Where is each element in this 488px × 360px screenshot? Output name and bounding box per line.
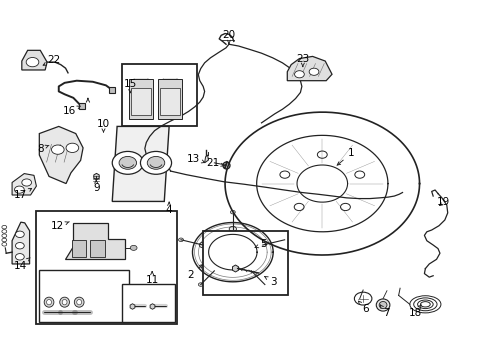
Ellipse shape [378, 301, 386, 309]
Circle shape [66, 143, 79, 153]
Circle shape [16, 253, 24, 260]
Text: 9: 9 [93, 180, 100, 193]
Ellipse shape [77, 300, 81, 305]
Circle shape [317, 151, 326, 158]
Circle shape [230, 210, 235, 214]
Ellipse shape [60, 297, 69, 307]
Bar [39, 270, 129, 322]
Circle shape [340, 203, 349, 211]
Circle shape [16, 243, 24, 249]
Text: 17: 17 [14, 188, 32, 200]
Text: 5: 5 [255, 239, 267, 249]
Polygon shape [12, 174, 36, 195]
Text: 7: 7 [379, 305, 389, 318]
Circle shape [140, 152, 171, 174]
Circle shape [198, 283, 203, 286]
Circle shape [308, 68, 318, 75]
Polygon shape [39, 126, 83, 184]
Circle shape [199, 242, 206, 248]
Circle shape [279, 171, 289, 178]
Text: 20: 20 [222, 30, 235, 44]
Text: 6: 6 [358, 301, 367, 314]
Circle shape [229, 226, 236, 232]
Circle shape [247, 244, 255, 250]
Text: 11: 11 [145, 272, 159, 285]
Text: 18: 18 [408, 305, 422, 318]
Text: 1: 1 [337, 148, 354, 165]
Circle shape [354, 171, 364, 178]
Bar [122, 284, 175, 322]
Text: 19: 19 [436, 197, 449, 207]
Text: 16: 16 [62, 106, 80, 116]
Text: 21: 21 [206, 158, 224, 168]
Ellipse shape [74, 297, 84, 307]
Text: 13: 13 [187, 154, 204, 163]
Circle shape [130, 246, 137, 250]
Bar [131, 88, 150, 115]
Circle shape [178, 238, 183, 242]
Text: 14: 14 [14, 258, 30, 271]
Polygon shape [12, 222, 30, 264]
Polygon shape [22, 50, 47, 70]
Circle shape [354, 292, 371, 305]
Bar [36, 211, 177, 324]
Bar [129, 79, 152, 118]
Text: 3: 3 [264, 276, 276, 287]
Circle shape [119, 157, 136, 169]
Text: 4: 4 [165, 202, 172, 215]
Circle shape [262, 283, 267, 286]
Circle shape [282, 238, 286, 242]
Text: 23: 23 [296, 54, 309, 67]
Bar [203, 231, 287, 295]
Circle shape [294, 203, 304, 211]
Circle shape [22, 179, 31, 186]
Bar [72, 240, 86, 257]
Text: 2: 2 [187, 265, 203, 280]
Circle shape [294, 71, 304, 78]
Circle shape [15, 186, 24, 193]
Circle shape [247, 268, 254, 274]
Text: 12: 12 [51, 221, 69, 231]
Circle shape [26, 58, 39, 67]
Ellipse shape [46, 300, 51, 305]
Polygon shape [112, 126, 169, 202]
Circle shape [147, 157, 164, 169]
Polygon shape [64, 223, 125, 258]
Ellipse shape [62, 300, 67, 305]
Circle shape [210, 268, 218, 274]
Circle shape [16, 231, 24, 238]
Bar [160, 88, 180, 115]
Polygon shape [204, 155, 208, 163]
Ellipse shape [44, 297, 54, 307]
Bar [158, 79, 182, 118]
Circle shape [112, 152, 143, 174]
Ellipse shape [375, 299, 389, 311]
Bar [90, 240, 105, 257]
Text: 15: 15 [123, 79, 137, 93]
Circle shape [51, 145, 64, 154]
Text: 10: 10 [97, 118, 110, 132]
Circle shape [243, 242, 259, 253]
Circle shape [259, 242, 266, 248]
Text: 22: 22 [43, 55, 61, 65]
Polygon shape [287, 57, 331, 81]
Text: 8: 8 [37, 144, 49, 154]
Bar [122, 64, 197, 126]
